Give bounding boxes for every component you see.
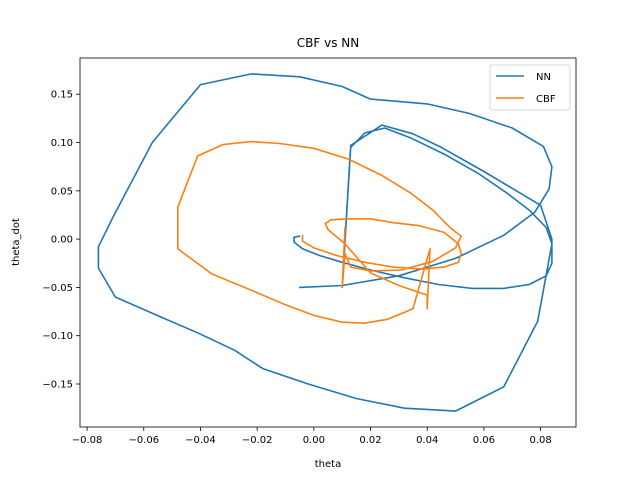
x-tick-label: −0.02 [242,435,273,446]
y-tick-label: 0.00 [51,235,73,246]
chart-title: CBF vs NN [297,36,359,50]
x-tick-label: 0.06 [473,435,495,446]
x-tick-label: 0.04 [416,435,438,446]
series-line-nn [97,73,553,412]
y-axis-label: theta_dot [11,218,22,266]
y-tick-label: −0.15 [42,380,73,391]
x-tick-label: −0.06 [128,435,159,446]
y-tick-label: 0.15 [51,90,73,101]
legend-label-cbf: CBF [536,94,556,105]
x-axis: −0.08 −0.06 −0.04 −0.02 0.00 0.02 0.04 0.06 0.08 [72,427,552,446]
plot-area-frame [79,57,577,428]
x-tick-label: 0.00 [303,435,325,446]
x-tick-label: 0.02 [359,435,381,446]
x-tick-label: −0.08 [72,435,103,446]
y-tick-label: 0.10 [51,138,73,149]
series-line-cbf [177,140,463,325]
x-tick-label: −0.04 [185,435,216,446]
y-tick-label: −0.10 [42,331,73,342]
legend: NN CBF [489,64,571,111]
legend-label-nn: NN [536,72,551,83]
series-layer [97,73,553,412]
y-tick-label: 0.05 [51,186,73,197]
legend-box [489,64,571,111]
x-tick-label: 0.08 [529,435,551,446]
y-tick-label: −0.05 [42,283,73,294]
y-axis: −0.15 −0.10 −0.05 0.00 0.05 0.10 0.15 [42,90,80,391]
x-axis-label: theta [315,459,341,470]
